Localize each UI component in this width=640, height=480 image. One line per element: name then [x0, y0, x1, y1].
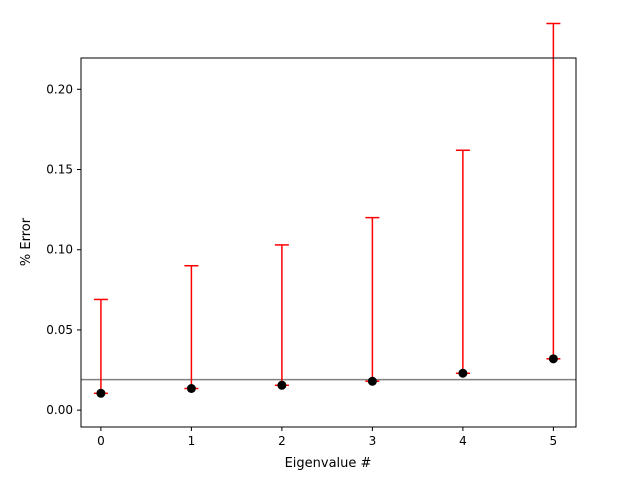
x-tick-label: 5 [550, 434, 558, 448]
x-tick-label: 0 [97, 434, 105, 448]
data-point [367, 376, 377, 386]
y-tick-label: 0.05 [46, 323, 73, 337]
chart-axes: 0 1 2 3 4 5 0.00 0.05 0.10 0.15 0.20 [46, 57, 577, 448]
errorbar [546, 22, 561, 364]
errorbar [455, 149, 470, 378]
data-point [96, 388, 106, 398]
y-axis-label: % Error [19, 217, 34, 266]
errorbar [184, 265, 199, 393]
x-tick-label: 3 [369, 434, 377, 448]
data-point [186, 383, 196, 393]
errorbar [365, 216, 380, 386]
data-point [277, 380, 287, 390]
errorbar [93, 298, 108, 398]
y-tick-label: 0.20 [46, 82, 73, 96]
data-point [458, 368, 468, 378]
chart-marks [81, 22, 576, 398]
y-tick-label: 0.15 [46, 163, 73, 177]
plot-frame [80, 57, 577, 428]
y-tick-label: 0.10 [46, 243, 73, 257]
x-tick-label: 2 [278, 434, 286, 448]
x-tick-label: 1 [188, 434, 196, 448]
y-tick-label: 0.00 [46, 403, 73, 417]
errorbar [274, 244, 289, 390]
data-point [548, 354, 558, 364]
x-tick-label: 4 [459, 434, 467, 448]
x-axis-label: Eigenvalue # [285, 456, 372, 471]
